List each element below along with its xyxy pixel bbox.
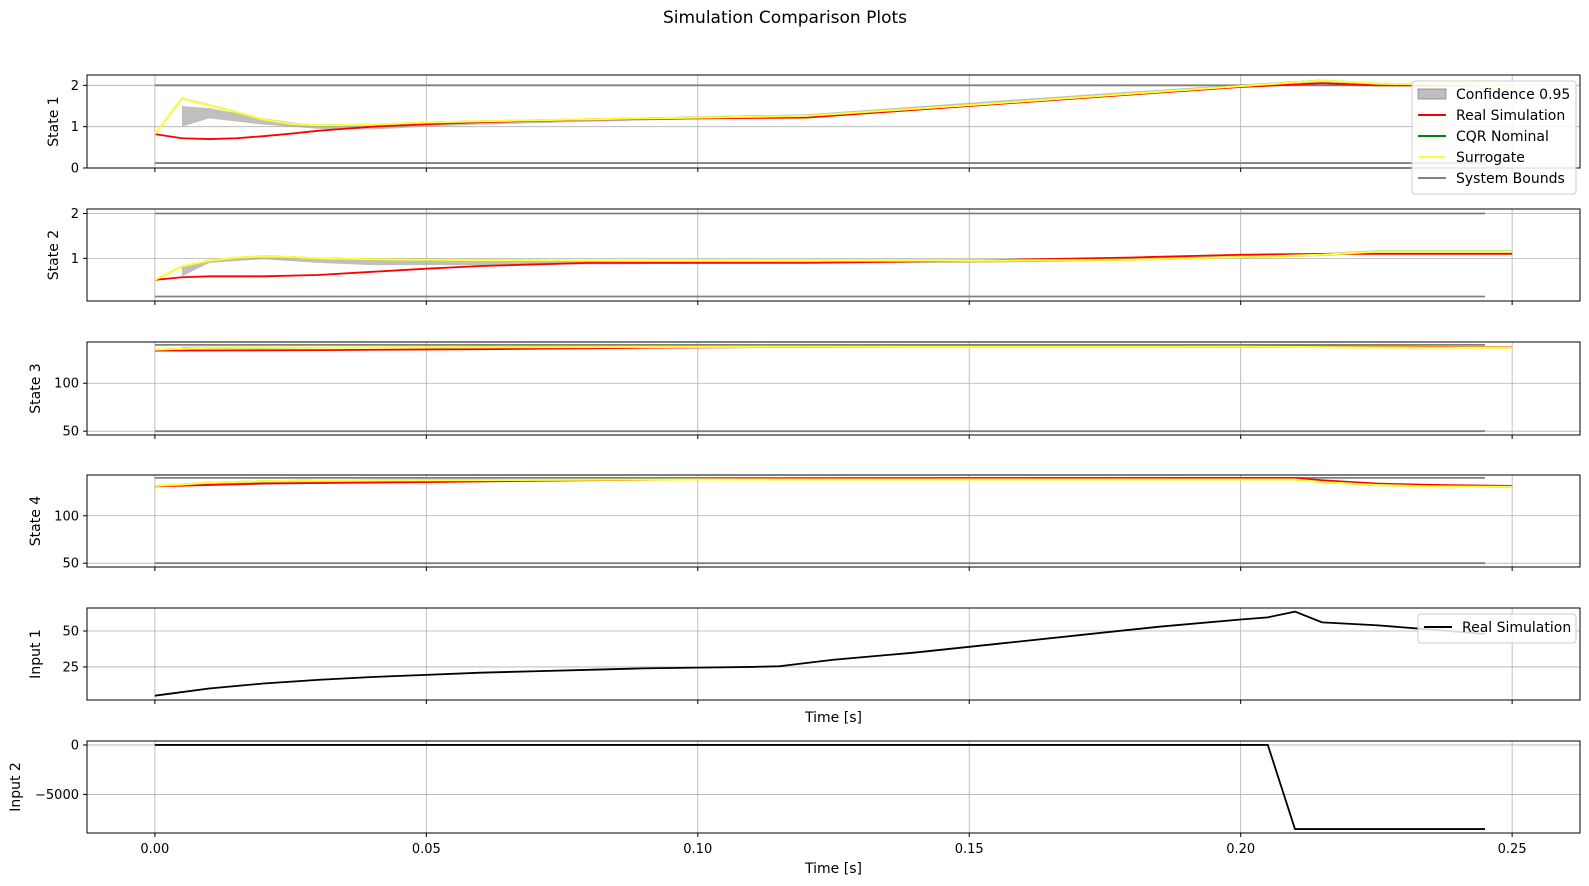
y-tick-label: 2 (71, 207, 79, 222)
x-tick-label: 0.10 (683, 842, 712, 857)
legend-states: Confidence 0.95 Real Simulation CQR Nomina… (1411, 80, 1577, 195)
legend-label: System Bounds (1456, 171, 1565, 187)
subplot-4: 50 100 State 4 (28, 474, 1581, 572)
figure-title: Simulation Comparison Plots (663, 8, 907, 28)
series-line-surrogate (154, 478, 1513, 488)
subplot-3: 50 100 State 3 (28, 341, 1581, 440)
y-tick-label: 0 (71, 738, 79, 753)
x-axis-label: Time [s] (804, 861, 862, 877)
x-tick-label: 0.05 (412, 842, 441, 857)
y-axis-label: State 1 (46, 96, 62, 146)
y-tick-label: 100 (54, 377, 79, 392)
subplot-6: −5000 0 0.00 0.05 0.10 0.15 0.20 0.25 Input 2 Tim… (8, 738, 1581, 877)
y-tick-label: 1 (71, 252, 79, 267)
series-line-real (154, 82, 1513, 140)
y-tick-label: −5000 (35, 788, 79, 803)
subplots: 0 1 2 State 1 1 2 State 2 50 100 State 3 50 100 Stat… (8, 74, 1581, 877)
x-tick-label: 0.00 (140, 842, 169, 857)
y-tick-label: 50 (62, 557, 79, 572)
confidence-band (182, 250, 1513, 277)
legend-label: CQR Nominal (1456, 129, 1549, 145)
y-axis-label: State 4 (28, 496, 44, 547)
legend-box (1417, 613, 1577, 644)
axes-frame (86, 607, 1581, 701)
y-axis-label: State 3 (28, 363, 44, 413)
series-line-surrogate (154, 345, 1513, 351)
y-tick-label: 50 (62, 625, 79, 640)
legend-box (1411, 80, 1577, 195)
legend-label: Real Simulation (1462, 620, 1571, 636)
y-tick-label: 25 (62, 660, 79, 675)
legend-label: Confidence 0.95 (1456, 87, 1570, 103)
legend-label: Real Simulation (1456, 108, 1565, 124)
y-tick-label: 0 (71, 162, 79, 177)
subplot-1: 0 1 2 State 1 (46, 74, 1581, 177)
series-line-surrogate (154, 79, 1513, 135)
y-tick-label: 100 (54, 509, 79, 524)
subplot-2: 1 2 State 2 (46, 207, 1581, 305)
series-line-surrogate (154, 250, 1513, 281)
y-tick-label: 1 (71, 120, 79, 135)
y-axis-label: State 2 (46, 230, 62, 280)
y-axis-label: Input 2 (8, 762, 24, 812)
x-axis-label: Time [s] (804, 710, 862, 726)
axes-frame (86, 740, 1581, 834)
x-tick-label: 0.15 (955, 842, 984, 857)
legend-input1: Real Simulation (1417, 613, 1577, 644)
axes-frame (86, 474, 1581, 568)
legend-swatch (1417, 88, 1447, 100)
y-tick-label: 50 (62, 425, 79, 440)
x-tick-label: 0.25 (1498, 842, 1527, 857)
y-axis-label: Input 1 (28, 629, 44, 679)
series-line-input (154, 610, 1486, 697)
axes-frame (86, 208, 1581, 302)
subplot-5: 25 50 Input 1 Time [s] (28, 607, 1581, 726)
axes-frame (86, 74, 1581, 169)
y-tick-label: 2 (71, 79, 79, 94)
series-line-real (154, 252, 1513, 281)
axes-frame (86, 341, 1581, 436)
confidence-band (182, 79, 1377, 130)
series-line-input (154, 744, 1485, 830)
x-tick-label: 0.20 (1226, 842, 1255, 857)
legend-label: Surrogate (1456, 150, 1525, 166)
